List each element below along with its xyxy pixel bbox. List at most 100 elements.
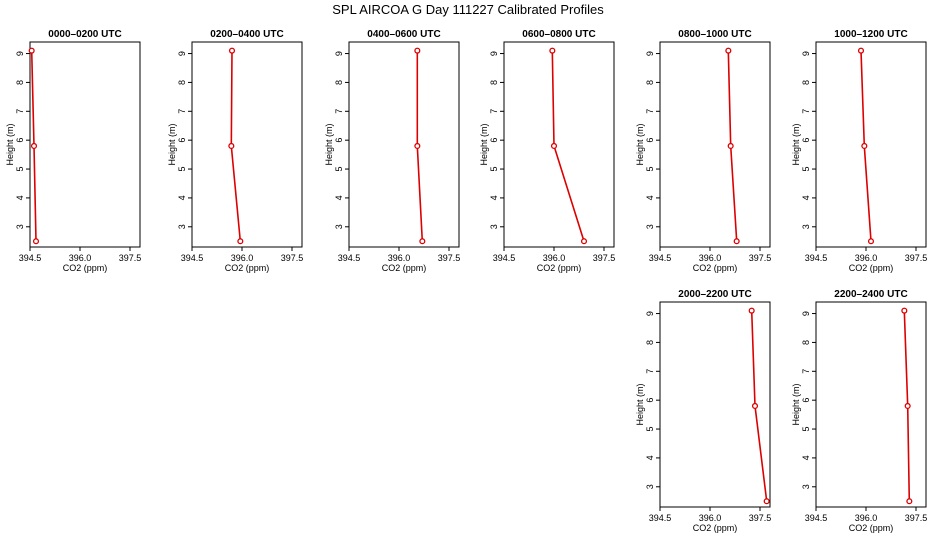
x-tick-label: 394.5 [649, 513, 672, 523]
y-tick-label: 9 [801, 311, 811, 316]
data-point [414, 142, 421, 149]
y-tick-label: 5 [645, 167, 655, 172]
x-tick-label: 396.0 [699, 253, 722, 263]
panel-title: 1000–1200 UTC [834, 29, 907, 40]
x-tick-label: 394.5 [805, 253, 828, 263]
y-axis-label: Height (m) [167, 123, 177, 165]
y-tick-label: 9 [645, 311, 655, 316]
y-tick-label: 9 [645, 51, 655, 56]
y-axis-label: Height (m) [5, 123, 15, 165]
y-tick-label: 3 [645, 224, 655, 229]
y-axis-label: Height (m) [791, 383, 801, 425]
y-tick-label: 8 [801, 80, 811, 85]
y-tick-label: 8 [334, 80, 344, 85]
y-axis-label: Height (m) [791, 123, 801, 165]
y-tick-label: 6 [177, 138, 187, 143]
y-tick-label: 5 [801, 167, 811, 172]
x-tick-label: 396.0 [69, 253, 92, 263]
y-tick-label: 6 [801, 138, 811, 143]
y-tick-label: 7 [645, 109, 655, 114]
plot-frame [29, 41, 141, 248]
x-axis-label: CO2 (ppm) [693, 263, 738, 273]
profile-panel: 0800–1000 UTC 394.5 396.0 397.5 3 4 5 6 7 8 9 CO2 (… [635, 29, 771, 273]
y-tick-label: 7 [645, 369, 655, 374]
y-tick-label: 3 [177, 224, 187, 229]
plot-frame [659, 301, 771, 508]
panel-title: 0400–0600 UTC [367, 29, 440, 40]
x-axis-label: CO2 (ppm) [225, 263, 270, 273]
data-point [414, 47, 421, 54]
y-tick-label: 7 [489, 109, 499, 114]
panel-title: 0800–1000 UTC [678, 29, 751, 40]
x-axis-label: CO2 (ppm) [537, 263, 582, 273]
x-tick-label: 394.5 [493, 253, 516, 263]
data-point [228, 142, 235, 149]
x-tick-label: 397.5 [119, 253, 142, 263]
data-point [906, 498, 913, 505]
y-tick-label: 3 [489, 224, 499, 229]
profile-panel: 0000–0200 UTC 394.5 396.0 397.5 3 4 5 6 7 8 9 CO2 (… [5, 29, 141, 273]
x-tick-label: 394.5 [19, 253, 42, 263]
x-tick-label: 394.5 [649, 253, 672, 263]
y-tick-label: 9 [801, 51, 811, 56]
y-tick-label: 5 [177, 167, 187, 172]
data-point [727, 142, 734, 149]
y-tick-label: 9 [15, 51, 25, 56]
data-point [867, 238, 875, 245]
panel-title: 0000–0200 UTC [48, 29, 121, 40]
y-tick-label: 8 [645, 80, 655, 85]
profile-panel: 2200–2400 UTC 394.5 396.0 397.5 3 4 5 6 7 8 9 CO2 (… [791, 289, 927, 533]
y-tick-label: 4 [801, 195, 811, 200]
data-point [725, 47, 732, 54]
panel-title: 2000–2200 UTC [678, 289, 751, 300]
data-point [901, 307, 908, 314]
x-axis-label: CO2 (ppm) [382, 263, 427, 273]
profile-panel: 1000–1200 UTC 394.5 396.0 397.5 3 4 5 6 7 8 9 CO2 (… [791, 29, 927, 273]
panels-group: 0000–0200 UTC 394.5 396.0 397.5 3 4 5 6 7 8 9 CO2 (… [5, 29, 927, 533]
x-tick-label: 397.5 [749, 253, 772, 263]
plot-frame [659, 41, 771, 248]
plot-frame [815, 41, 927, 248]
data-point [763, 498, 770, 505]
y-tick-label: 4 [801, 455, 811, 460]
y-tick-label: 8 [801, 340, 811, 345]
y-tick-label: 4 [645, 455, 655, 460]
data-point [419, 238, 426, 245]
data-point [549, 47, 556, 54]
y-axis-label: Height (m) [635, 123, 645, 165]
y-tick-label: 7 [801, 109, 811, 114]
data-point [237, 238, 244, 245]
y-tick-label: 9 [489, 51, 499, 56]
data-point [904, 402, 911, 409]
data-point [733, 238, 740, 245]
profile-panel: 2000–2200 UTC 394.5 396.0 397.5 3 4 5 6 7 8 9 CO2 (… [635, 289, 771, 533]
data-point [751, 402, 759, 409]
y-tick-label: 5 [15, 167, 25, 172]
panel-title: 0200–0400 UTC [210, 29, 283, 40]
profile-panel: 0600–0800 UTC 394.5 396.0 397.5 3 4 5 6 7 8 9 CO2 (… [479, 29, 615, 273]
plot-frame [815, 301, 927, 508]
x-tick-label: 396.0 [543, 253, 566, 263]
y-tick-label: 3 [15, 224, 25, 229]
x-tick-label: 397.5 [438, 253, 461, 263]
plot-frame [191, 41, 303, 248]
y-axis-label: Height (m) [324, 123, 334, 165]
y-tick-label: 7 [177, 109, 187, 114]
x-axis-label: CO2 (ppm) [849, 263, 894, 273]
y-tick-label: 7 [15, 109, 25, 114]
x-axis-label: CO2 (ppm) [63, 263, 108, 273]
plot-frame [503, 41, 615, 248]
panel-title: 2200–2400 UTC [834, 289, 907, 300]
y-tick-label: 6 [334, 138, 344, 143]
profile-panel: 0400–0600 UTC 394.5 396.0 397.5 3 4 5 6 7 8 9 CO2 (… [324, 29, 460, 273]
panel-title: 0600–0800 UTC [522, 29, 595, 40]
y-tick-label: 9 [334, 51, 344, 56]
y-tick-label: 4 [334, 195, 344, 200]
y-tick-label: 5 [334, 167, 344, 172]
y-tick-label: 6 [489, 138, 499, 143]
data-point [32, 238, 40, 245]
y-tick-label: 6 [15, 138, 25, 143]
x-tick-label: 397.5 [593, 253, 616, 263]
y-tick-label: 3 [334, 224, 344, 229]
